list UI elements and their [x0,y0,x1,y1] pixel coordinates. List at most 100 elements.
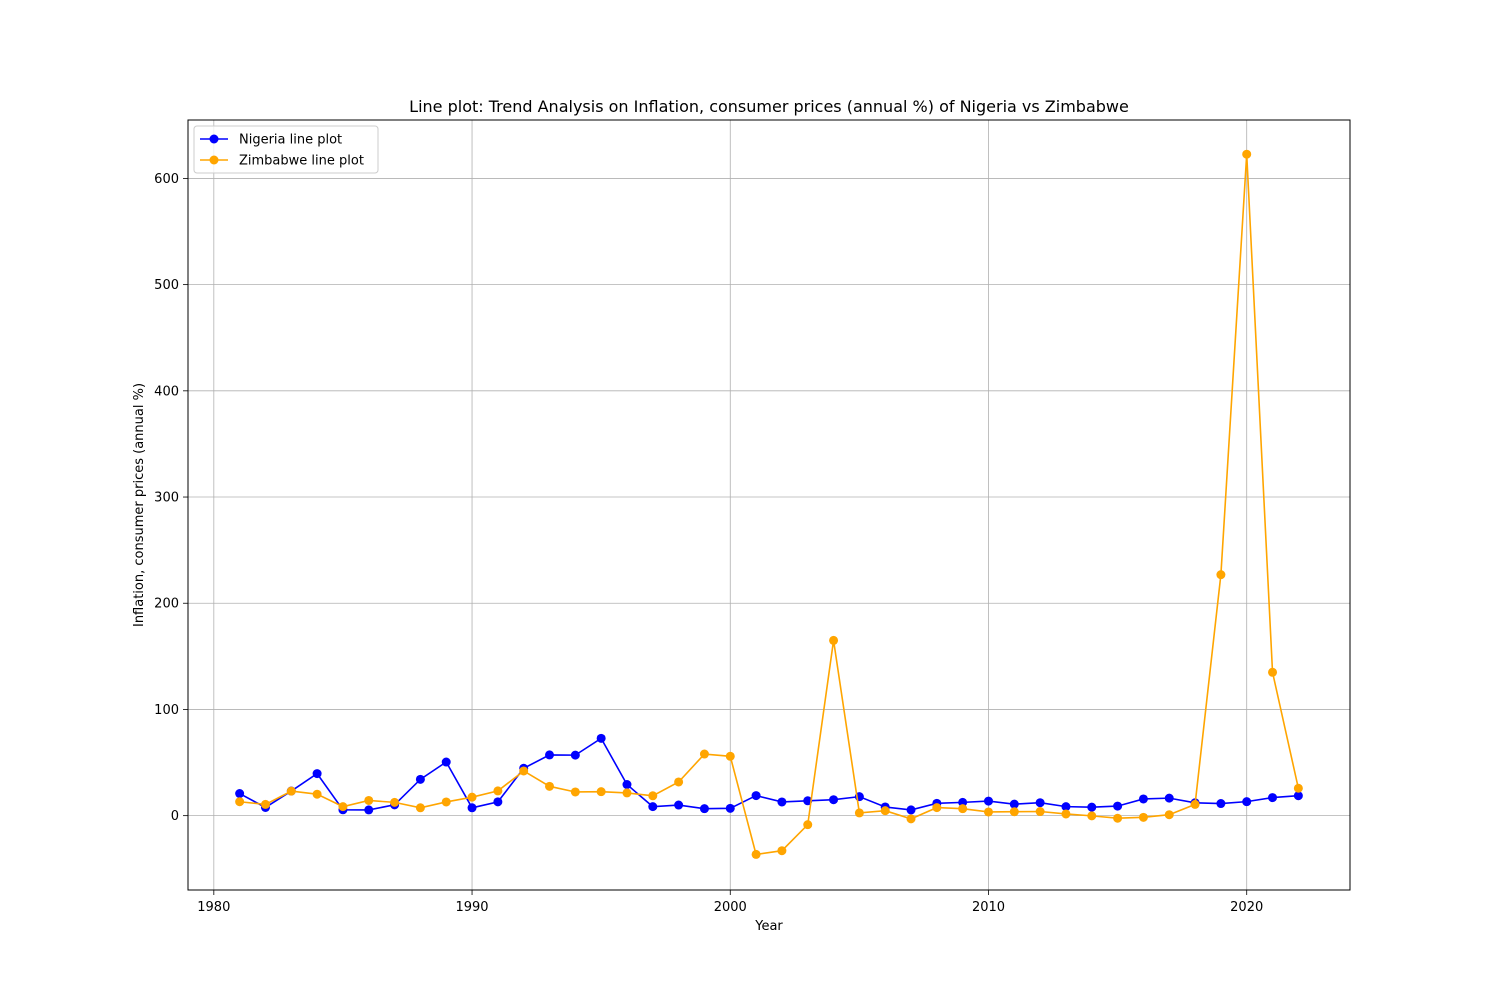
data-point-nigeria [312,769,322,779]
x-tick-label: 2010 [972,900,1005,915]
data-point-zimbabwe [622,788,632,798]
legend: Nigeria line plot Zimbabwe line plot [193,125,379,174]
x-tick-label: 2000 [714,900,747,915]
data-point-nigeria [777,797,787,807]
data-point-nigeria [1035,798,1045,808]
data-point-nigeria [467,803,477,813]
data-point-zimbabwe [699,749,709,759]
legend-label-zimbabwe: Zimbabwe line plot [239,154,364,169]
data-point-zimbabwe [1190,799,1200,809]
data-point-zimbabwe [1293,783,1303,793]
data-point-nigeria [1242,797,1252,807]
data-point-nigeria [725,803,735,813]
data-point-zimbabwe [545,781,555,791]
x-tick-label: 1980 [197,900,230,915]
data-point-nigeria [415,774,425,784]
y-axis-label: Inflation, consumer prices (annual %) [132,383,147,627]
y-tick-label: 0 [171,809,179,824]
data-point-zimbabwe [415,803,425,813]
data-point-nigeria [1113,801,1123,811]
data-point-nigeria [983,796,993,806]
data-point-zimbabwe [803,820,813,830]
data-point-zimbabwe [312,789,322,799]
data-point-zimbabwe [1138,812,1148,822]
series-zimbabwe [235,149,1303,859]
data-point-nigeria [622,780,632,790]
data-point-nigeria [441,757,451,767]
data-point-zimbabwe [338,802,348,812]
data-point-zimbabwe [932,803,942,813]
data-point-zimbabwe [983,807,993,817]
grid [188,120,1350,890]
data-point-nigeria [1009,799,1019,809]
legend-label-nigeria: Nigeria line plot [239,133,342,148]
legend-marker-nigeria [209,134,219,144]
data-point-nigeria [1268,793,1278,803]
data-point-nigeria [493,797,503,807]
data-point-zimbabwe [1164,810,1174,820]
y-tick-label: 500 [154,278,179,293]
data-point-zimbabwe [441,797,451,807]
data-point-zimbabwe [235,797,245,807]
data-point-zimbabwe [1009,807,1019,817]
axis-ticks: 1980 1990 2000 2010 2020 0 100 200 300 400 500 600 [154,172,1263,915]
data-point-nigeria [570,750,580,760]
plot-frame [187,119,1351,891]
data-point-zimbabwe [906,814,916,824]
data-point-nigeria [364,805,374,815]
data-point-nigeria [699,804,709,814]
data-point-zimbabwe [674,777,684,787]
data-point-zimbabwe [467,792,477,802]
data-point-zimbabwe [1242,149,1252,159]
data-point-zimbabwe [725,751,735,761]
data-point-nigeria [1138,794,1148,804]
data-point-zimbabwe [519,766,529,776]
data-point-zimbabwe [777,846,787,856]
data-point-zimbabwe [390,797,400,807]
data-point-zimbabwe [880,806,890,816]
data-point-zimbabwe [493,786,503,796]
data-point-zimbabwe [286,786,296,796]
data-point-zimbabwe [648,791,658,801]
data-point-zimbabwe [260,799,270,809]
data-point-nigeria [958,797,968,807]
x-axis-label: Year [754,919,783,934]
data-point-zimbabwe [364,795,374,805]
data-point-zimbabwe [1113,813,1123,823]
data-point-zimbabwe [958,804,968,814]
data-point-nigeria [906,805,916,815]
data-point-nigeria [596,733,606,743]
y-tick-label: 400 [154,384,179,399]
data-point-nigeria [235,789,245,799]
data-point-nigeria [674,800,684,810]
y-tick-label: 600 [154,172,179,187]
data-point-nigeria [829,795,839,805]
data-point-zimbabwe [596,787,606,797]
data-point-zimbabwe [829,635,839,645]
legend-marker-zimbabwe [209,155,219,165]
data-point-zimbabwe [1087,811,1097,821]
data-point-nigeria [1164,793,1174,803]
data-point-zimbabwe [854,808,864,818]
data-point-nigeria [1293,791,1303,801]
y-tick-label: 100 [154,703,179,718]
data-point-zimbabwe [1268,667,1278,677]
data-point-nigeria [1061,802,1071,812]
data-point-zimbabwe [570,787,580,797]
chart-title: Line plot: Trend Analysis on Inflation, … [409,97,1129,116]
data-point-nigeria [545,750,555,760]
data-point-zimbabwe [751,849,761,859]
data-point-nigeria [1216,799,1226,809]
y-tick-label: 200 [154,597,179,612]
data-point-nigeria [648,802,658,812]
data-point-zimbabwe [1061,809,1071,819]
series-lines [235,149,1303,859]
x-tick-label: 2020 [1230,900,1263,915]
x-tick-label: 1990 [455,900,488,915]
data-point-zimbabwe [1216,570,1226,580]
legend-box [193,125,379,174]
y-tick-label: 300 [154,491,179,506]
data-point-nigeria [1087,802,1097,812]
data-point-zimbabwe [1035,807,1045,817]
